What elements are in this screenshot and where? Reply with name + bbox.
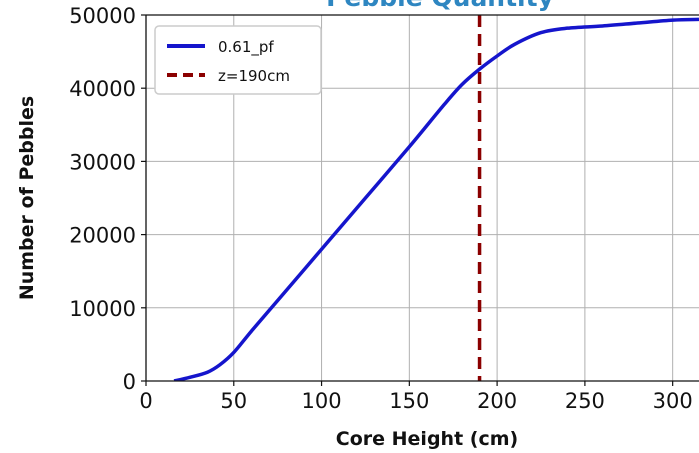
legend: 0.61_pf z=190cm [154,25,322,95]
x-tick-label: 100 [302,389,342,413]
x-tick-label: 300 [653,389,693,413]
y-tick-label: 40000 [69,77,136,101]
series-line-0-61-pf [173,17,699,381]
x-tick-label: 0 [139,389,152,413]
x-tick-label: 150 [389,389,429,413]
chart-title: Pebble Quantity [326,0,554,12]
x-tick-label: 50 [220,389,247,413]
x-tick-label: 250 [565,389,605,413]
tick-labels: 0 50 100 150 200 250 300 0 10000 20000 30000 40000 5… [69,4,693,413]
x-tick-label: 200 [477,389,517,413]
legend-label-series: 0.61_pf [218,38,274,57]
plot-area [173,15,699,381]
legend-box [154,25,322,95]
y-tick-label: 20000 [69,224,136,248]
legend-label-vline: z=190cm [218,67,290,85]
x-axis-label: Core Height (cm) [336,428,518,450]
y-tick-label: 50000 [69,4,136,28]
y-tick-label: 10000 [69,297,136,321]
y-axis-label: Number of Pebbles [16,96,38,300]
y-tick-label: 30000 [69,150,136,174]
y-tick-label: 0 [123,370,136,394]
axes [141,14,699,386]
